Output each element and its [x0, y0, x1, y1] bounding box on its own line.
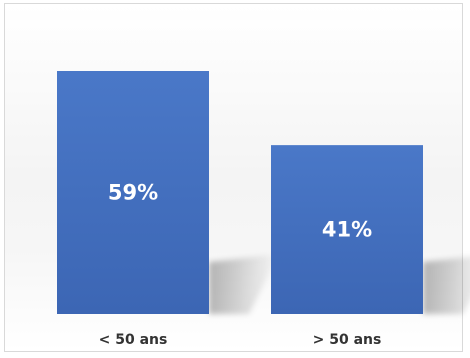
data-label: 41% [322, 218, 372, 242]
bar-shadow [423, 256, 470, 314]
bar-under-50 [57, 71, 209, 314]
category-label: > 50 ans [313, 332, 382, 348]
bar-shadow [209, 254, 279, 314]
data-label: 59% [108, 181, 158, 205]
bar-over-50 [271, 145, 423, 314]
category-label: < 50 ans [99, 332, 168, 348]
